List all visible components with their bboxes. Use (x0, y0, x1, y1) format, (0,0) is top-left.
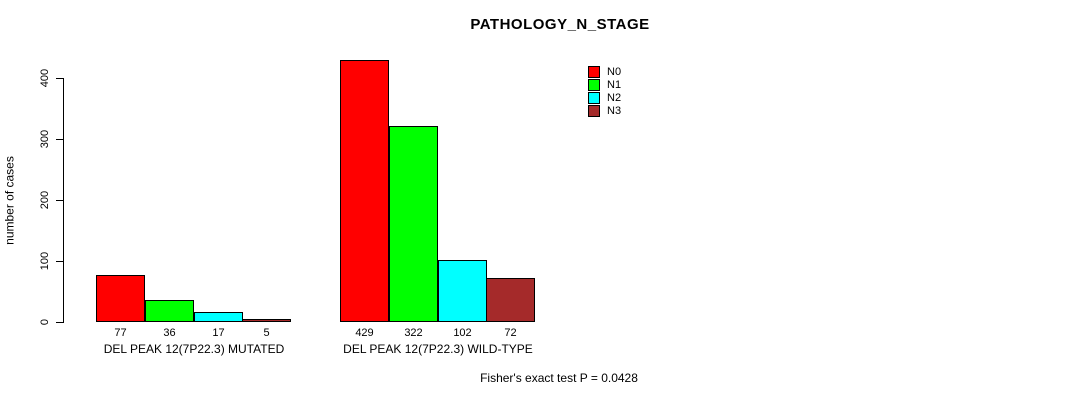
y-tick-label: 200 (39, 190, 51, 210)
legend-label: N0 (607, 66, 622, 78)
bar-value-label: 322 (404, 327, 423, 339)
bar-n0-group1 (96, 275, 145, 322)
legend-item-n3: N3 (588, 105, 648, 117)
bar-n1-group1 (145, 300, 194, 322)
y-tick-mark (56, 260, 63, 262)
legend-swatch-icon (588, 66, 600, 78)
y-tick-mark (56, 199, 63, 201)
y-tick-label: 100 (39, 251, 51, 271)
bar-n2-group1 (194, 312, 243, 322)
legend-item-n1: N1 (588, 79, 648, 91)
category-label: DEL PEAK 12(7P22.3) WILD-TYPE (343, 342, 533, 356)
bar-value-label: 36 (163, 327, 176, 339)
y-tick-label: 0 (39, 318, 51, 326)
bar-n1-group2 (389, 126, 438, 322)
legend-swatch-icon (588, 79, 600, 91)
bar-value-label: 72 (504, 327, 517, 339)
bar-n2-group2 (438, 260, 487, 322)
legend-label: N1 (607, 79, 622, 91)
bar-value-label: 5 (263, 327, 270, 339)
y-tick-mark (56, 321, 63, 323)
legend-item-n2: N2 (588, 92, 648, 104)
y-tick-mark (56, 138, 63, 140)
bar-n3-group1 (242, 319, 291, 322)
y-axis-line (63, 78, 64, 323)
legend-swatch-icon (588, 92, 600, 104)
bar-value-label: 17 (212, 327, 225, 339)
legend-swatch-icon (588, 105, 600, 117)
legend-label: N2 (607, 92, 622, 104)
y-tick-mark (56, 77, 63, 79)
statistical-test-note: Fisher's exact test P = 0.0428 (480, 371, 638, 385)
category-label: DEL PEAK 12(7P22.3) MUTATED (103, 342, 285, 356)
bar-value-label: 77 (114, 327, 127, 339)
y-axis-label: number of cases (2, 156, 17, 245)
y-tick-label: 400 (39, 68, 51, 88)
bar-n0-group2 (340, 60, 389, 322)
bar-value-label: 102 (453, 327, 472, 339)
legend-item-n0: N0 (588, 66, 648, 78)
chart-title: PATHOLOGY_N_STAGE (470, 16, 650, 33)
legend-label: N3 (607, 105, 622, 117)
bar-n3-group2 (486, 278, 535, 322)
bar-value-label: 429 (355, 327, 374, 339)
y-tick-label: 300 (39, 129, 51, 149)
